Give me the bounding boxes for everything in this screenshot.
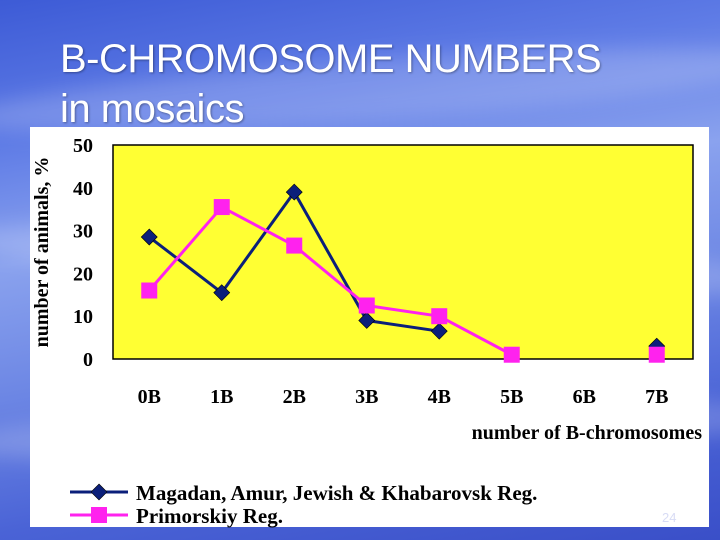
legend-marker-series-2 — [91, 507, 107, 523]
series-1-point — [358, 312, 376, 329]
x-tick-label: 3B — [355, 386, 378, 408]
series-2-point — [286, 237, 303, 254]
legend-marks — [70, 483, 128, 523]
y-tick-label: 50 — [73, 135, 93, 157]
series-1-line-segment — [220, 191, 296, 294]
slide-title: B-CHROMOSOME NUMBERS in mosaics — [60, 34, 660, 134]
x-tick-label: 5B — [500, 386, 523, 408]
series-1-point — [140, 228, 158, 246]
series-2-point — [358, 297, 375, 314]
series-2-point — [431, 308, 448, 325]
series-1-line-segment — [148, 235, 223, 294]
series-lines — [148, 191, 513, 357]
x-tick-label: 6B — [573, 386, 596, 408]
series-2-point — [503, 346, 520, 363]
title-line-2: in mosaics — [60, 87, 244, 131]
legend-marker-series-1 — [90, 483, 108, 501]
y-tick-label: 40 — [73, 178, 93, 200]
series-2-line-segment — [438, 314, 513, 357]
legend-label-series-1: Magadan, Amur, Jewish & Khabarovsk Reg. — [136, 481, 538, 505]
y-tick-label: 30 — [73, 221, 93, 243]
series-1-line-segment — [366, 318, 440, 333]
x-axis-ticks: 0B 1B 2B 3B 4B 5B 6B 7B — [138, 386, 669, 408]
series-1-point — [285, 183, 303, 201]
x-tick-label: 1B — [210, 386, 233, 408]
x-tick-label: 0B — [138, 386, 161, 408]
series-1-line-segment — [292, 191, 369, 322]
y-tick-label: 0 — [83, 349, 93, 371]
series-2-line-segment — [366, 304, 440, 318]
chart-panel: number of animals, % number of B-chromos… — [30, 127, 709, 528]
x-axis-label: number of B-chromosomes — [472, 422, 703, 444]
plot-area — [112, 144, 694, 360]
x-tick-label: 4B — [428, 386, 451, 408]
series-1-point — [430, 322, 448, 340]
series-2-line-segment — [293, 244, 368, 307]
series-2-point — [213, 199, 230, 216]
series-2-point — [141, 282, 158, 299]
slide-number: 24 — [662, 510, 677, 525]
y-tick-label: 10 — [73, 306, 93, 328]
x-tick-label: 7B — [645, 386, 668, 408]
series-1-point — [213, 284, 231, 302]
series-2-line-segment — [148, 206, 223, 292]
line-chart: number of animals, % number of B-chromos… — [31, 135, 703, 523]
y-axis-ticks: 0 10 20 30 40 50 — [73, 135, 93, 371]
title-line-1: B-CHROMOSOME NUMBERS — [60, 37, 602, 81]
series-2-point — [648, 346, 665, 363]
x-tick-label: 2B — [283, 386, 306, 408]
y-axis-label: number of animals, % — [31, 157, 53, 348]
y-tick-label: 20 — [73, 263, 93, 285]
series-markers — [140, 183, 666, 363]
series-2-line-segment — [221, 205, 295, 247]
legend-label-series-2: Primorskiy Reg. — [136, 504, 283, 528]
